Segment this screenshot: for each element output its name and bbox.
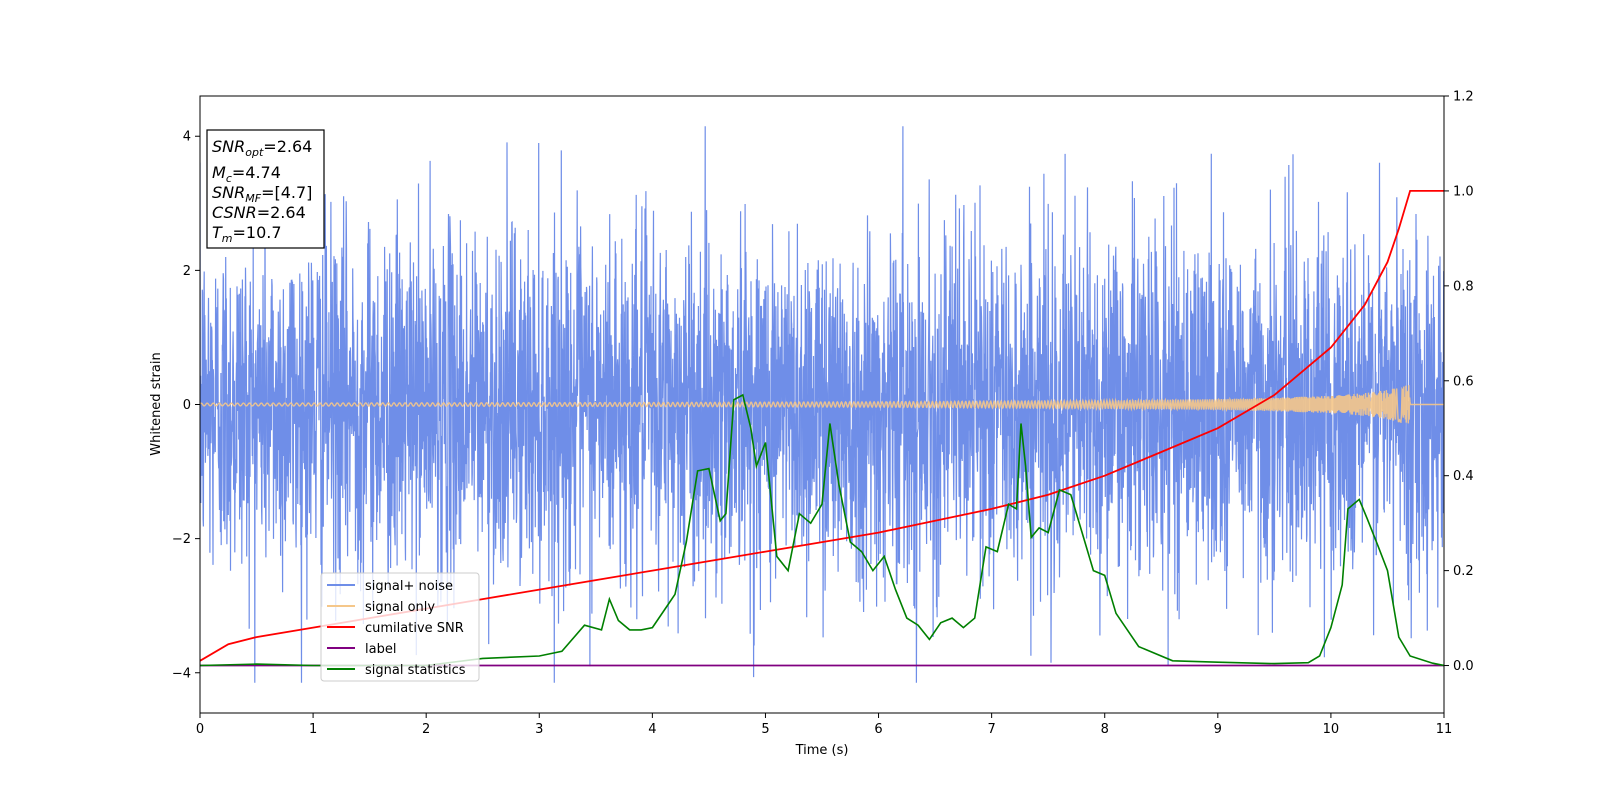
y-tick-label: −2	[172, 532, 191, 547]
y2-tick-label: 0.2	[1453, 564, 1474, 579]
legend-label-label: label	[365, 642, 396, 657]
info-csnr: CSNR=2.64	[212, 203, 306, 222]
x-tick-label: 5	[761, 722, 769, 737]
x-tick-label: 11	[1436, 722, 1453, 737]
info-box: SNRopt=2.64 Mc=4.74 SNRMF=[4.7] CSNR=2.6…	[206, 129, 325, 249]
y2-tick-label: 1.0	[1453, 184, 1474, 199]
y2-tick-label: 1.2	[1453, 90, 1474, 105]
y-axis-right: 0.0 0.2 0.4 0.6 0.8 1.0 1.2	[1444, 90, 1474, 674]
info-mc: Mc=4.74	[212, 163, 281, 185]
series-signal-only	[200, 385, 1444, 424]
x-axis: 0 1 2 3 4 5 6 7 8 9 10 11	[196, 713, 1452, 737]
info-snr-opt: SNRopt=2.64	[212, 137, 312, 159]
y-tick-label: 0	[183, 398, 191, 413]
x-tick-label: 8	[1101, 722, 1109, 737]
y2-tick-label: 0.6	[1453, 374, 1474, 389]
x-tick-label: 10	[1323, 722, 1340, 737]
legend-frame	[320, 572, 480, 682]
series-line-signal-statistics	[200, 393, 1444, 667]
legend-label-signal-noise: signal+ noise	[365, 579, 453, 594]
info-snr-mf: SNRMF=[4.7]	[212, 183, 312, 205]
y-tick-label: 2	[183, 264, 191, 279]
x-tick-label: 9	[1214, 722, 1222, 737]
info-box-frame	[206, 129, 325, 249]
y-tick-label: −4	[172, 666, 191, 681]
y2-tick-label: 0.0	[1453, 659, 1474, 674]
y2-tick-label: 0.4	[1453, 469, 1474, 484]
x-tick-label: 2	[422, 722, 430, 737]
y-axis-label: Whitened strain	[149, 352, 164, 455]
series-signal-statistics	[200, 393, 1444, 667]
x-tick-label: 3	[535, 722, 543, 737]
x-tick-label: 4	[648, 722, 656, 737]
y-axis-left: −4 −2 0 2 4	[172, 130, 200, 681]
y2-tick-label: 0.8	[1453, 279, 1474, 294]
x-tick-label: 7	[987, 722, 995, 737]
legend-label-signal-statistics: signal statistics	[365, 663, 466, 678]
x-tick-label: 0	[196, 722, 204, 737]
x-tick-label: 6	[874, 722, 882, 737]
series-line-signal-only	[200, 385, 1444, 424]
x-axis-label: Time (s)	[795, 743, 849, 758]
legend-label-cumulative-snr: cumilative SNR	[365, 621, 464, 636]
legend-label-signal-only: signal only	[365, 600, 435, 615]
info-tm: Tm=10.7	[212, 223, 282, 245]
y-tick-label: 4	[183, 130, 191, 145]
x-tick-label: 1	[309, 722, 317, 737]
legend: signal+ noise signal only cumilative SNR…	[320, 572, 480, 682]
